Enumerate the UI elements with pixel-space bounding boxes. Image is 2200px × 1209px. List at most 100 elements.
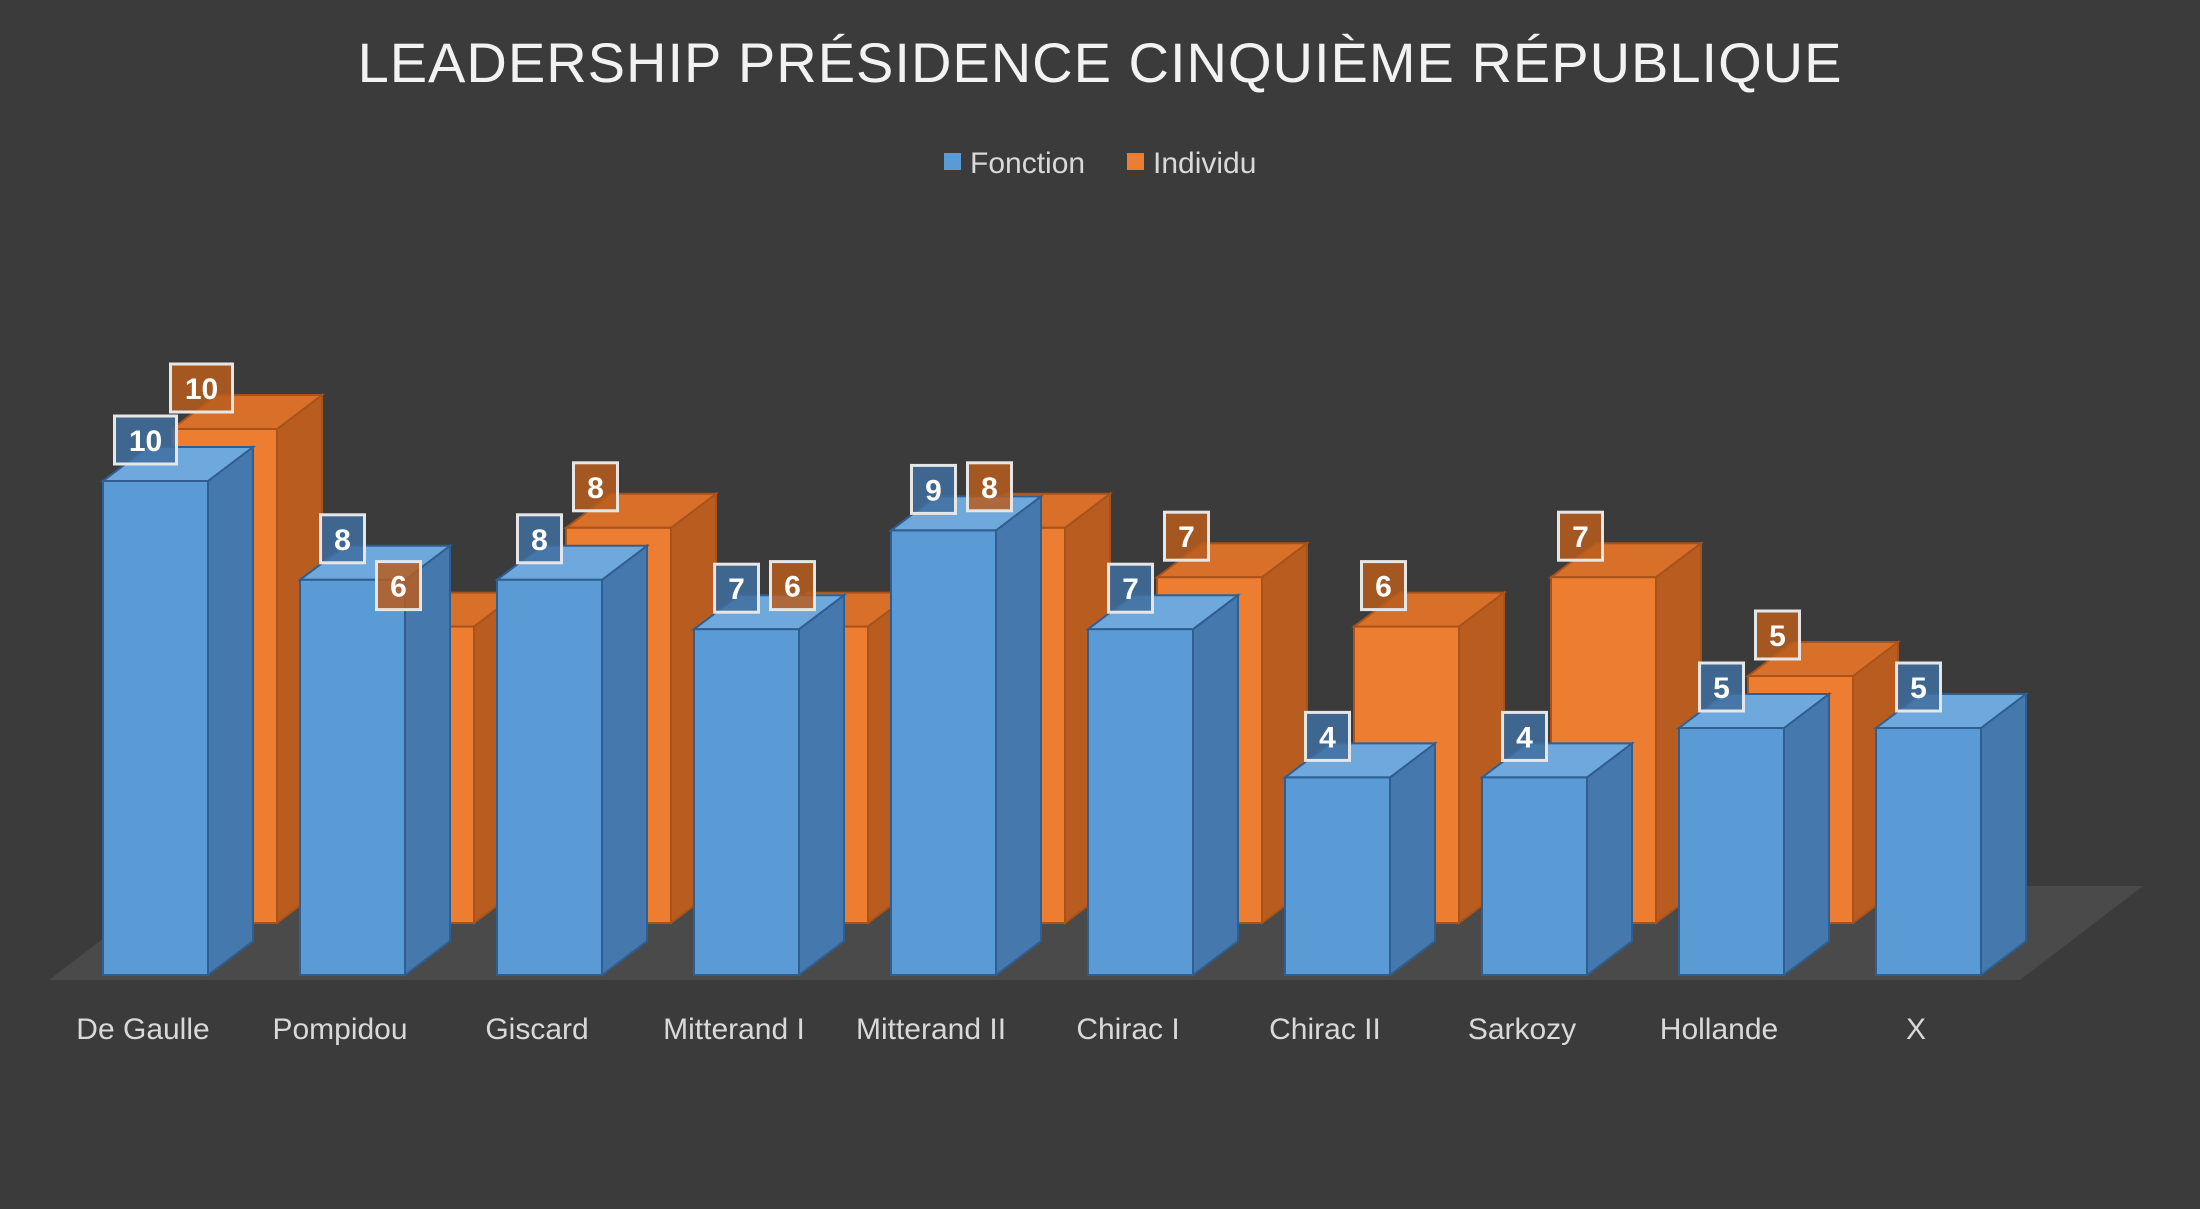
data-label-fonction-9: 5 (1895, 661, 1942, 713)
category-label: Chirac II (1269, 1013, 1381, 1046)
data-label-text: 5 (1910, 672, 1927, 705)
series-fonction (100, 444, 2029, 978)
legend-label-fonction: Fonction (970, 147, 1085, 180)
data-label-box (966, 461, 1013, 513)
data-label-individu-1: 6 (375, 560, 422, 612)
bar-fonction-3 (691, 593, 847, 978)
bar-side (798, 593, 845, 978)
data-label-fonction-0: 10 (113, 414, 178, 466)
data-label-individu-4: 8 (966, 461, 1013, 513)
data-label-box (1163, 510, 1210, 562)
legend-swatch-fonction (944, 153, 961, 170)
bar-fonction-5 (1085, 593, 1241, 978)
bar-fonction-4 (888, 494, 1044, 978)
data-label-fonction-6: 4 (1304, 710, 1351, 762)
data-label-fonction-3: 7 (713, 562, 760, 614)
category-label: X (1906, 1013, 1926, 1046)
data-label-text: 4 (1319, 721, 1336, 754)
bar-side (1586, 741, 1633, 978)
data-label-text: 8 (587, 472, 604, 505)
bar-fonction-6 (1282, 741, 1438, 978)
bar-fonction-0 (100, 444, 256, 978)
data-label-box (113, 414, 178, 466)
category-label: Pompidou (272, 1013, 407, 1046)
bar-fonction-7 (1479, 741, 1635, 978)
bar-fonction-8 (1676, 691, 1832, 978)
data-label-box (1107, 562, 1154, 614)
data-label-text: 6 (784, 571, 801, 604)
data-label-individu-3: 6 (769, 560, 816, 612)
bar-front (496, 578, 603, 976)
data-label-individu-8: 5 (1754, 609, 1801, 661)
data-label-individu-6: 6 (1360, 560, 1407, 612)
data-label-text: 7 (1572, 521, 1589, 554)
bar-front (890, 529, 997, 977)
data-label-text: 5 (1769, 620, 1786, 653)
data-label-box (1698, 661, 1745, 713)
bar-side (1980, 691, 2027, 978)
bar-front (1284, 776, 1391, 977)
bar-fonction-1 (297, 543, 453, 978)
data-label-box (1895, 661, 1942, 713)
category-label: Hollande (1660, 1013, 1778, 1046)
data-label-box (1501, 710, 1548, 762)
bar-side (1389, 741, 1436, 978)
data-label-text: 10 (129, 425, 162, 458)
category-label: Mitterand II (856, 1013, 1006, 1046)
chart-title: LEADERSHIP PRÉSIDENCE CINQUIÈME RÉPUBLIQ… (358, 31, 1843, 94)
data-label-box (572, 461, 619, 513)
data-label-individu-5: 7 (1163, 510, 1210, 562)
data-label-fonction-7: 4 (1501, 710, 1548, 762)
data-label-box (1557, 510, 1604, 562)
data-label-box (516, 513, 563, 565)
data-label-box (375, 560, 422, 612)
data-label-text: 8 (531, 524, 548, 557)
data-label-fonction-4: 9 (910, 463, 957, 515)
data-label-box (1754, 609, 1801, 661)
data-label-individu-7: 7 (1557, 510, 1604, 562)
bar-side (1192, 593, 1239, 978)
category-axis: De Gaulle Pompidou Giscard Mitterand I Mitte… (76, 1013, 1926, 1046)
data-label-box (169, 362, 234, 414)
bar-side (1783, 691, 1830, 978)
category-label: Chirac I (1076, 1013, 1179, 1046)
data-label-text: 8 (334, 524, 351, 557)
legend: Fonction Individu (944, 147, 1256, 180)
data-label-box (1304, 710, 1351, 762)
bar-front (102, 480, 209, 976)
bar-side (207, 444, 254, 978)
data-label-individu-0: 10 (169, 362, 234, 414)
category-label: De Gaulle (76, 1013, 209, 1046)
bar-side (995, 494, 1042, 978)
data-label-text: 7 (1178, 521, 1195, 554)
data-label-text: 4 (1516, 721, 1533, 754)
data-label-fonction-1: 8 (319, 513, 366, 565)
data-label-text: 10 (185, 373, 218, 406)
data-label-individu-2: 8 (572, 461, 619, 513)
data-label-text: 7 (1122, 573, 1139, 606)
data-label-text: 6 (1375, 571, 1392, 604)
data-labels: 10 10 6 8 8 8 6 7 8 9 7 7 6 4 7 4 5 5 5 (113, 362, 1942, 762)
data-label-box (1360, 560, 1407, 612)
bar-side (601, 543, 648, 978)
bar-front (1678, 727, 1785, 976)
data-label-box (713, 562, 760, 614)
data-label-box (319, 513, 366, 565)
category-label: Mitterand I (663, 1013, 805, 1046)
bar-front (693, 628, 800, 976)
data-label-text: 8 (981, 472, 998, 505)
bar-front (299, 578, 406, 976)
data-label-fonction-2: 8 (516, 513, 563, 565)
data-label-box (769, 560, 816, 612)
legend-swatch-individu (1127, 153, 1144, 170)
category-label: Giscard (485, 1013, 588, 1046)
bar-fonction-2 (494, 543, 650, 978)
bar-front (1481, 776, 1588, 977)
data-label-text: 6 (390, 571, 407, 604)
data-label-fonction-8: 5 (1698, 661, 1745, 713)
bar-front (1087, 628, 1194, 976)
data-label-text: 7 (728, 573, 745, 606)
bar-fonction-9 (1873, 691, 2029, 978)
data-label-box (910, 463, 957, 515)
